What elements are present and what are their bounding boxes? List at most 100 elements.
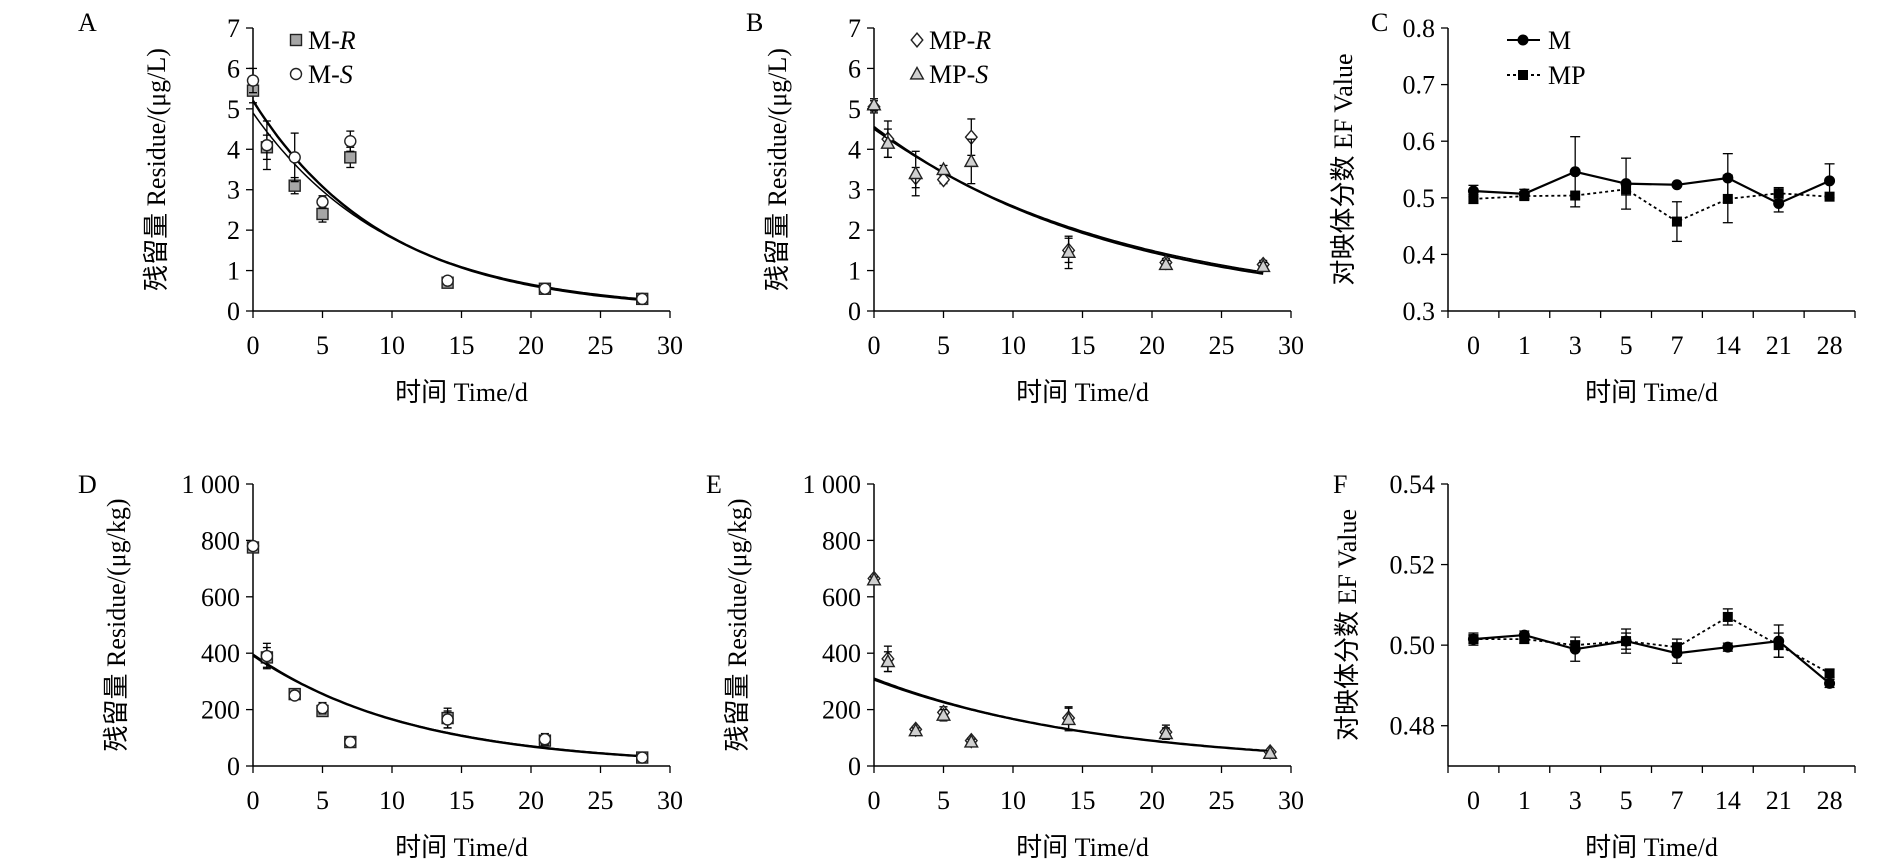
data-point (1722, 193, 1733, 204)
y-tick-label: 5 (227, 95, 240, 124)
series-m (1467, 136, 1836, 213)
x-axis-title: 时间 Time/d (1016, 833, 1149, 862)
data-point (866, 96, 882, 111)
legend-marker (289, 67, 303, 81)
y-tick-label: 2 (848, 216, 861, 245)
data-point (963, 153, 979, 168)
y-axis-title: 残留量 Residue/(μg/L) (142, 48, 171, 291)
chart-panel-f: F 0.48 0.50 0.52 0.54 0 1 3 5 7 14 21 28 时间 Time/d 对映体… (1333, 470, 1856, 862)
y-tick-label: 0.54 (1390, 470, 1436, 499)
x-tick-label: 7 (1670, 786, 1683, 815)
x-axis-title: 时间 Time/d (1585, 378, 1718, 407)
data-point (1519, 634, 1530, 645)
x-axis-title: 时间 Time/d (395, 378, 528, 407)
x-tick-label: 5 (937, 331, 950, 360)
data-point (344, 151, 357, 164)
x-axis-title: 时间 Time/d (395, 833, 528, 862)
series-s (246, 539, 649, 764)
x-tick-label: 7 (1670, 331, 1683, 360)
data-point (316, 207, 329, 221)
data-point (1621, 184, 1632, 195)
data-point (1158, 256, 1174, 271)
legend-marker (289, 33, 303, 47)
y-tick-label: 800 (201, 526, 240, 555)
x-tick-label: 25 (1209, 786, 1235, 815)
legend-label-prefix: MP- (929, 26, 975, 55)
data-point (935, 161, 952, 176)
x-tick-label: 1 (1518, 331, 1531, 360)
x-tick-label: 5 (1620, 786, 1633, 815)
data-point (1671, 642, 1682, 653)
data-point (246, 539, 260, 553)
y-axis-title: 对映体分数 EF Value (1329, 53, 1358, 285)
data-point (1671, 179, 1683, 191)
x-tick-label: 20 (1139, 331, 1165, 360)
x-tick-label: 10 (1000, 786, 1026, 815)
y-tick-label: 200 (201, 696, 240, 725)
panel-label: D (78, 470, 97, 499)
series-mp (1468, 174, 1835, 243)
fit-curve (251, 100, 643, 302)
legend-label: M-R (308, 26, 356, 55)
legend-label: M (1548, 26, 1571, 55)
data-point (1722, 611, 1733, 622)
legend: M MP (1507, 26, 1586, 90)
data-point (1061, 711, 1077, 726)
x-tick-label: 15 (1070, 786, 1096, 815)
y-axis-title: 残留量 Residue/(μg/kg) (102, 499, 131, 752)
y-tick-label: 3 (848, 176, 861, 205)
legend-label-suffix: S (975, 60, 988, 89)
fit-curve (873, 677, 1274, 753)
data-point (260, 139, 274, 152)
x-tick-label: 15 (449, 786, 475, 815)
x-tick-label: 28 (1817, 331, 1843, 360)
y-tick-label: 0.6 (1403, 127, 1436, 156)
y-tick-label: 0 (227, 752, 240, 781)
x-tick-label: 30 (1278, 786, 1304, 815)
legend-label-prefix: M- (308, 26, 340, 55)
data-point (316, 701, 329, 715)
legend-label: MP-S (929, 60, 988, 89)
x-axis-title: 时间 Time/d (1016, 378, 1149, 407)
x-tick-label: 30 (657, 786, 683, 815)
y-tick-label: 0.4 (1403, 240, 1436, 269)
panel-label: E (706, 470, 722, 499)
x-tick-label: 0 (868, 786, 881, 815)
y-tick-label: 2 (227, 216, 240, 245)
chart-panel-a: A 0 1 2 3 4 5 6 7 0 5 10 15 20 25 30 时间 Time/d 残留量 Residu… (78, 8, 683, 407)
x-tick-label: 21 (1766, 331, 1792, 360)
y-tick-label: 1 (848, 257, 861, 286)
y-tick-label: 0.52 (1390, 551, 1436, 580)
y-tick-label: 400 (822, 639, 861, 668)
data-point (1569, 166, 1581, 178)
data-point (1824, 677, 1836, 689)
x-tick-label: 1 (1518, 786, 1531, 815)
legend-label: MP-R (929, 26, 991, 55)
x-tick-label: 5 (316, 786, 329, 815)
y-tick-label: 600 (201, 583, 240, 612)
x-tick-label: 0 (868, 331, 881, 360)
y-tick-label: 7 (848, 14, 861, 43)
fit-curve (252, 655, 643, 757)
y-tick-label: 4 (848, 135, 861, 164)
x-tick-label: 25 (1209, 331, 1235, 360)
panel-label: A (78, 8, 97, 37)
data-point (908, 722, 924, 737)
data-point (880, 653, 896, 668)
x-tick-label: 10 (379, 331, 405, 360)
x-tick-label: 15 (1070, 331, 1096, 360)
data-point (441, 274, 454, 287)
fit-curve (873, 679, 1274, 752)
x-tick-label: 15 (449, 331, 475, 360)
x-tick-label: 0 (1467, 331, 1480, 360)
data-point (1621, 636, 1632, 647)
data-point (1061, 244, 1077, 259)
y-tick-label: 0 (848, 752, 861, 781)
y-tick-label: 200 (822, 696, 861, 725)
y-tick-label: 0.8 (1403, 14, 1436, 43)
panel-label: C (1371, 8, 1388, 37)
y-tick-label: 4 (227, 135, 240, 164)
x-tick-label: 3 (1569, 786, 1582, 815)
data-point (1824, 191, 1835, 202)
fit-curve (252, 112, 643, 300)
